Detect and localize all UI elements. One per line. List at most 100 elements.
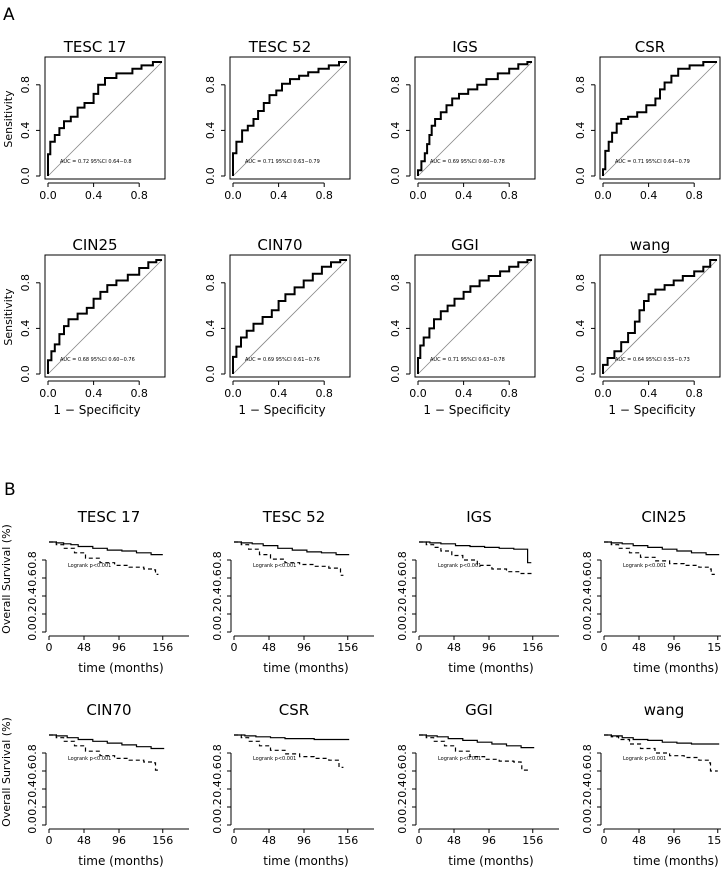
- survival-curve-high-risk: [604, 541, 715, 575]
- roc-y-tick-label: 0.8: [389, 76, 402, 94]
- survival-y-tick-label: 0.2: [211, 605, 224, 623]
- roc-x-tick-label: 0.4: [85, 189, 103, 202]
- roc-reference-diagonal: [417, 61, 533, 177]
- survival-curve-low-risk: [234, 541, 350, 556]
- roc-panel-8: wang AUC = 0.64 95%CI 0.55−0.73 0.0 0.4 0.8 0…: [574, 236, 721, 417]
- survival-panel-title: CIN25: [641, 508, 686, 526]
- survival-x-tick-label: 96: [482, 834, 496, 847]
- roc-plot-frame: [229, 56, 351, 180]
- roc-x-tick-label: 0.8: [685, 387, 703, 400]
- survival-panel-5: CIN70 Logrank p<0.001 0 48 96 156 0.00.20.40.6…: [0, 701, 189, 868]
- survival-x-tick-label: 0: [231, 834, 238, 847]
- survival-x-tick-label: 48: [77, 834, 91, 847]
- survival-x-tick-label: 48: [447, 641, 461, 654]
- roc-x-tick-label: 0.8: [500, 189, 518, 202]
- roc-y-tick-label: 0.4: [19, 320, 32, 338]
- roc-y-tick-label: 0.0: [204, 365, 217, 383]
- logrank-annotation: Logrank p<0.001: [68, 563, 111, 569]
- survival-x-axis-label: time (months): [448, 854, 534, 868]
- survival-y-tick-label: 0.6: [26, 762, 39, 780]
- roc-x-tick-label: 0.0: [594, 387, 612, 400]
- survival-y-tick-label: 0.4: [211, 780, 224, 798]
- roc-x-axis-label: 1 − Specificity: [53, 403, 140, 417]
- roc-plot-frame: [229, 254, 351, 378]
- survival-y-tick-label: 0.8: [396, 551, 409, 569]
- survival-x-tick-label: 156: [337, 641, 358, 654]
- survival-x-tick-label: 96: [667, 834, 681, 847]
- survival-y-tick-label: 0.6: [211, 762, 224, 780]
- roc-y-tick-label: 0.4: [574, 122, 587, 140]
- auc-annotation: AUC = 0.71 95%CI 0.63−0.79: [245, 159, 320, 165]
- roc-plot-frame: [44, 56, 166, 180]
- roc-x-tick-label: 0.4: [85, 387, 103, 400]
- survival-x-tick-label: 48: [632, 834, 646, 847]
- roc-panel-title: wang: [630, 236, 671, 254]
- roc-curve: [602, 61, 717, 176]
- survival-x-tick-label: 0: [46, 834, 53, 847]
- roc-reference-diagonal: [232, 259, 348, 375]
- survival-y-tick-label: 0.4: [26, 587, 39, 605]
- roc-x-tick-label: 0.4: [270, 387, 288, 400]
- survival-y-tick-label: 0.4: [396, 780, 409, 798]
- roc-panels: TESC 17 AUC = 0.72 95%CI 0.64−0.8 0.0 0.4 0.…: [2, 38, 721, 417]
- roc-x-axis-label: 1 − Specificity: [608, 403, 695, 417]
- survival-y-tick-label: 0.2: [581, 798, 594, 816]
- survival-x-axis-label: time (months): [78, 854, 164, 868]
- survival-y-axis-label: Overall Survival (%): [0, 717, 13, 827]
- survival-x-tick-label: 96: [112, 641, 126, 654]
- roc-curve: [417, 259, 532, 374]
- survival-curve-high-risk: [49, 541, 159, 575]
- logrank-annotation: Logrank p<0.001: [623, 563, 666, 569]
- survival-y-tick-label: 0.8: [396, 744, 409, 762]
- roc-x-tick-label: 0.0: [224, 387, 242, 400]
- survival-y-tick-label: 0.0: [396, 816, 409, 834]
- survival-x-tick-label: 96: [667, 641, 681, 654]
- roc-curve: [232, 259, 347, 374]
- survival-panel-6: CSR Logrank p<0.001 0 48 96 156 0.00.20.40.60.…: [211, 701, 374, 868]
- roc-y-axis-label: Sensitivity: [2, 90, 15, 148]
- roc-curve: [417, 61, 532, 176]
- panel-b-label: B: [4, 480, 16, 500]
- survival-x-tick-label: 156: [707, 641, 721, 654]
- roc-y-tick-label: 0.8: [204, 76, 217, 94]
- roc-x-tick-label: 0.8: [130, 387, 148, 400]
- roc-y-tick-label: 0.8: [204, 274, 217, 292]
- survival-x-tick-label: 0: [416, 641, 423, 654]
- roc-curve: [47, 259, 162, 374]
- survival-curve-low-risk: [604, 541, 720, 556]
- survival-x-tick-label: 0: [601, 834, 608, 847]
- survival-y-tick-label: 0.2: [26, 798, 39, 816]
- roc-x-tick-label: 0.0: [594, 189, 612, 202]
- survival-panel-title: IGS: [466, 508, 492, 526]
- roc-reference-diagonal: [602, 259, 718, 375]
- roc-y-tick-label: 0.8: [19, 274, 32, 292]
- survival-y-tick-label: 0.4: [26, 780, 39, 798]
- survival-y-tick-label: 0.0: [396, 623, 409, 641]
- survival-curve-low-risk: [419, 734, 535, 749]
- survival-x-axis-label: time (months): [633, 661, 719, 675]
- survival-y-tick-label: 0.0: [26, 816, 39, 834]
- roc-reference-diagonal: [47, 259, 163, 375]
- roc-plot-frame: [599, 254, 721, 378]
- auc-annotation: AUC = 0.72 95%CI 0.64−0.8: [60, 159, 132, 165]
- roc-x-tick-label: 0.8: [130, 189, 148, 202]
- survival-y-tick-label: 0.0: [581, 816, 594, 834]
- survival-x-tick-label: 0: [416, 834, 423, 847]
- auc-annotation: AUC = 0.68 95%CI 0.60−0.76: [60, 357, 135, 363]
- survival-y-tick-label: 0.2: [396, 798, 409, 816]
- survival-x-axis-label: time (months): [633, 854, 719, 868]
- roc-x-tick-label: 0.8: [685, 189, 703, 202]
- roc-y-tick-label: 0.8: [574, 274, 587, 292]
- survival-panel-title: CIN70: [86, 701, 131, 719]
- survival-y-tick-label: 0.2: [396, 605, 409, 623]
- roc-x-tick-label: 0.8: [500, 387, 518, 400]
- survival-curve-high-risk: [234, 541, 344, 576]
- roc-x-tick-label: 0.8: [315, 387, 333, 400]
- roc-panel-title: IGS: [452, 38, 478, 56]
- survival-x-tick-label: 96: [482, 641, 496, 654]
- survival-x-tick-label: 156: [707, 834, 721, 847]
- roc-reference-diagonal: [232, 61, 348, 177]
- survival-x-tick-label: 48: [447, 834, 461, 847]
- survival-panel-4: CIN25 Logrank p<0.001 0 48 96 156 0.00.20.40.6…: [581, 508, 721, 675]
